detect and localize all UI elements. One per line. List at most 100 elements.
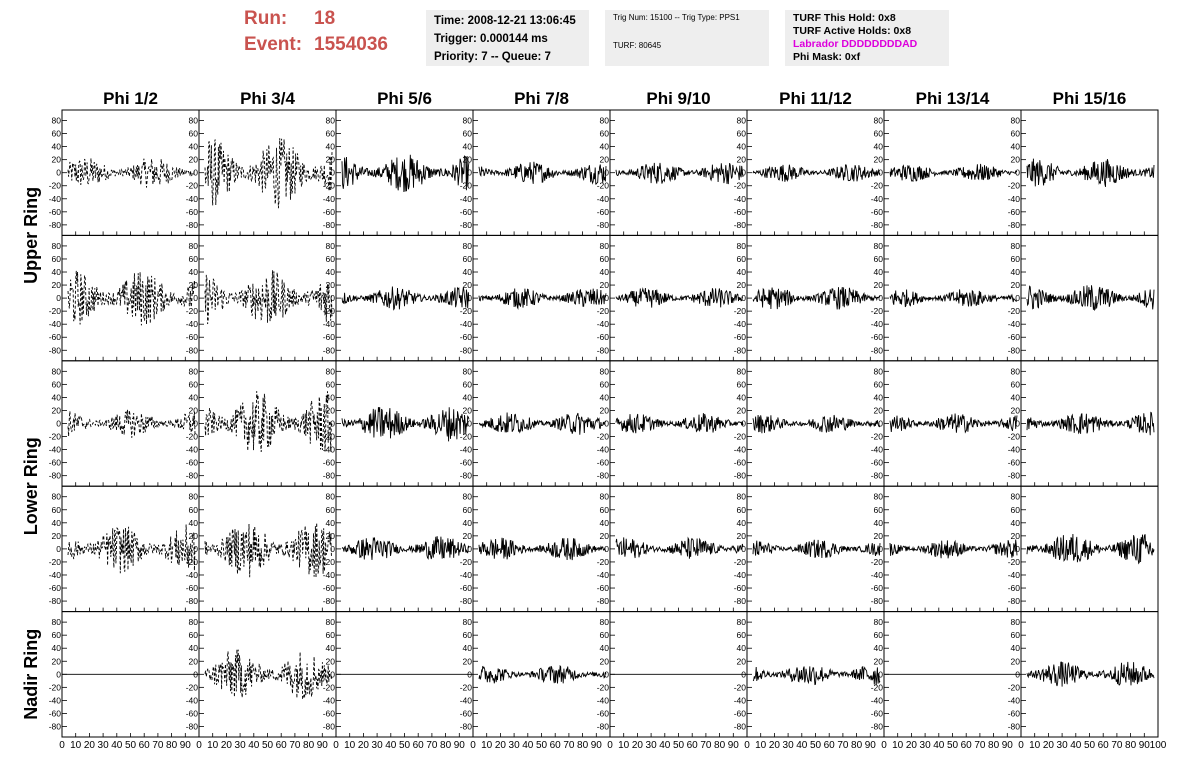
y-tick-label: -40 <box>734 445 747 455</box>
x-tick-label: 30 <box>1057 740 1069 751</box>
y-tick-label: 80 <box>737 241 747 251</box>
y-tick-label: -60 <box>186 583 199 593</box>
y-tick-label: 20 <box>326 155 336 165</box>
y-tick-label: 40 <box>1011 392 1021 402</box>
y-tick-label: 20 <box>874 531 884 541</box>
x-tick-label: 60 <box>550 740 562 751</box>
x-tick-label: 80 <box>988 740 1000 751</box>
y-tick-label: 60 <box>874 379 884 389</box>
y-tick-label: -80 <box>460 596 473 606</box>
y-tick-label: 0 <box>193 419 198 429</box>
y-tick-label: -60 <box>1008 583 1021 593</box>
x-tick-label: 60 <box>824 740 836 751</box>
y-tick-label: -20 <box>460 432 473 442</box>
run-label: Run: <box>244 8 288 29</box>
waveform-trace <box>1026 661 1155 687</box>
column-title: Phi 9/10 <box>646 89 710 108</box>
y-tick-label: 40 <box>737 267 747 277</box>
y-tick-label: -40 <box>49 445 62 455</box>
y-tick-label: 80 <box>600 492 610 502</box>
y-tick-label: 60 <box>737 254 747 264</box>
y-tick-label: 0 <box>56 293 61 303</box>
y-tick-label: -80 <box>871 721 884 731</box>
waveform-trace <box>889 289 1018 308</box>
y-tick-label: 40 <box>463 518 473 528</box>
y-tick-label: -40 <box>597 695 610 705</box>
y-tick-label: 80 <box>737 492 747 502</box>
waveform-trace <box>67 524 196 574</box>
y-tick-label: -60 <box>871 583 884 593</box>
y-tick-label: -40 <box>323 319 336 329</box>
y-tick-label: 40 <box>326 643 336 653</box>
y-tick-label: 20 <box>52 280 62 290</box>
y-tick-label: 60 <box>600 630 610 640</box>
event-label: Event: <box>244 34 303 55</box>
y-tick-label: -40 <box>1008 445 1021 455</box>
y-tick-label: 0 <box>878 168 883 178</box>
x-tick-label: 50 <box>673 740 685 751</box>
column-title: Phi 5/6 <box>377 89 432 108</box>
x-tick-label: 60 <box>139 740 151 751</box>
y-tick-label: 20 <box>874 280 884 290</box>
y-tick-label: 80 <box>1011 241 1021 251</box>
y-tick-label: 20 <box>600 155 610 165</box>
y-tick-label: 60 <box>463 630 473 640</box>
x-tick-label: 60 <box>961 740 973 751</box>
y-tick-label: 80 <box>326 116 336 126</box>
y-tick-label: 40 <box>874 518 884 528</box>
y-tick-label: -20 <box>49 432 62 442</box>
y-tick-label: -20 <box>49 306 62 316</box>
time-trigger-box: Time: 2008-12-21 13:06:45 Trigger: 0.000… <box>426 10 589 66</box>
waveform-trace <box>67 158 196 188</box>
y-tick-label: 40 <box>326 518 336 528</box>
trigger-text: Trigger: 0.000144 ms <box>434 33 548 45</box>
y-tick-label: 40 <box>1011 142 1021 152</box>
y-tick-label: 20 <box>326 531 336 541</box>
x-tick-label: 100 <box>1150 740 1167 751</box>
y-tick-label: 40 <box>189 518 199 528</box>
y-tick-label: -60 <box>597 708 610 718</box>
y-tick-label: 60 <box>874 505 884 515</box>
y-tick-label: 60 <box>737 379 747 389</box>
y-tick-label: 0 <box>878 669 883 679</box>
y-tick-label: -20 <box>1008 181 1021 191</box>
y-tick-label: 60 <box>326 505 336 515</box>
y-tick-label: 0 <box>604 669 609 679</box>
y-tick-label: -60 <box>186 207 199 217</box>
y-tick-label: -40 <box>871 695 884 705</box>
y-tick-label: 20 <box>189 531 199 541</box>
trig-num-text: Trig Num: 15100 -- Trig Type: PPS1 <box>613 13 740 22</box>
y-tick-label: 0 <box>1015 419 1020 429</box>
waveform-trace <box>752 539 881 559</box>
x-tick-label: 60 <box>1098 740 1110 751</box>
y-tick-label: 80 <box>600 366 610 376</box>
run-value: 18 <box>314 8 336 29</box>
y-tick-label: 60 <box>463 129 473 139</box>
y-tick-label: 40 <box>737 643 747 653</box>
x-tick-label: 80 <box>851 740 863 751</box>
x-tick-label: 10 <box>207 740 219 751</box>
x-tick-label: 50 <box>1084 740 1096 751</box>
y-tick-label: 60 <box>1011 630 1021 640</box>
y-tick-label: 80 <box>52 241 62 251</box>
x-tick-label: 40 <box>385 740 397 751</box>
waveform-trace <box>1026 285 1155 312</box>
y-tick-label: -60 <box>460 207 473 217</box>
column-title: Phi 7/8 <box>514 89 569 108</box>
y-tick-label: -80 <box>1008 220 1021 230</box>
y-tick-label: 80 <box>189 492 199 502</box>
y-tick-label: 80 <box>52 116 62 126</box>
y-tick-label: 20 <box>326 280 336 290</box>
y-tick-label: 60 <box>463 379 473 389</box>
y-tick-label: 40 <box>326 392 336 402</box>
y-tick-label: 40 <box>874 643 884 653</box>
y-tick-label: -20 <box>323 682 336 692</box>
y-tick-label: -60 <box>1008 708 1021 718</box>
y-tick-label: -60 <box>734 332 747 342</box>
y-tick-label: -40 <box>734 570 747 580</box>
y-tick-label: 60 <box>189 505 199 515</box>
y-tick-label: -80 <box>49 471 62 481</box>
x-tick-label: 50 <box>947 740 959 751</box>
y-tick-label: -80 <box>323 596 336 606</box>
y-tick-label: -60 <box>597 458 610 468</box>
